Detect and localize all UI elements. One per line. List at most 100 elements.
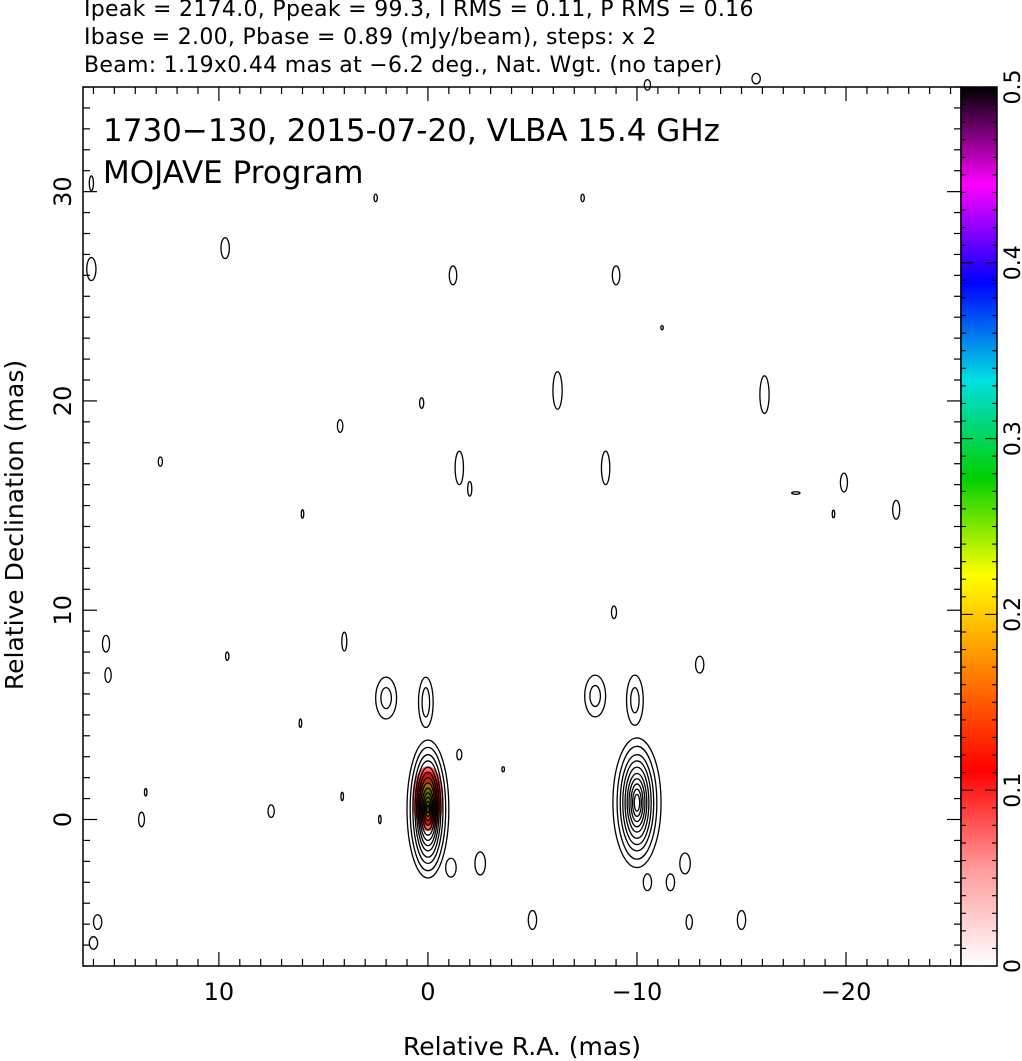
twin-image-contour <box>630 783 644 823</box>
x-tick-label: 10 <box>204 978 235 1006</box>
blob-contour <box>224 651 230 662</box>
core-contour <box>417 771 439 847</box>
core-contour <box>424 800 431 818</box>
blob-contour <box>375 676 398 720</box>
blob-contour <box>759 375 770 415</box>
blob-contour <box>418 397 425 409</box>
blob-contour <box>220 237 230 260</box>
blob-contour <box>104 667 112 684</box>
colorbar-tick-label: 0.4 <box>1001 245 1022 280</box>
blob-contour <box>300 509 305 519</box>
header-line-3: Beam: 1.19x0.44 mas at −6.2 deg., Nat. W… <box>84 53 723 78</box>
y-tick-label: 20 <box>49 386 77 417</box>
blob-contour <box>600 450 611 486</box>
blob-contour <box>552 371 563 410</box>
blob-contour <box>88 936 99 950</box>
header-line-1: Ipeak = 2174.0, Ppeak = 99.3, I RMS = 0.… <box>84 0 754 22</box>
twin-image-contour <box>628 778 646 828</box>
blob-contour <box>474 851 487 876</box>
blob-contour <box>298 718 303 729</box>
blob-contour <box>466 480 473 497</box>
blob-contour <box>336 419 344 433</box>
map-title: 1730−130, 2015-07-20, VLBA 15.4 GHz <box>103 113 720 149</box>
blob-contour <box>643 79 652 91</box>
core-contour <box>419 782 436 836</box>
blob-contour <box>421 687 431 718</box>
core-contour <box>421 787 435 831</box>
blob-contour <box>373 193 378 203</box>
y-axis-label: Relative Declination (mas) <box>0 360 29 690</box>
blob-contour <box>454 450 465 486</box>
blob-contour <box>694 655 705 674</box>
x-tick-label: −20 <box>821 978 872 1006</box>
colorbar-tick-label: 0 <box>1001 959 1022 973</box>
blob-contour <box>642 873 653 892</box>
blob-contour <box>380 687 392 710</box>
colorbar-tick-label: 0.2 <box>1001 597 1022 632</box>
blob-contour <box>831 509 836 519</box>
twin-image-contour <box>631 788 643 817</box>
core-contour <box>406 739 450 879</box>
blob-contour <box>527 909 538 931</box>
core-contour <box>426 804 430 814</box>
twin-image-contour <box>619 754 655 852</box>
colorbar-tick-label: 0.3 <box>1001 421 1022 456</box>
blob-contour <box>456 748 463 761</box>
core-contour <box>422 792 434 826</box>
x-axis-label: Relative R.A. (mas) <box>403 1032 641 1061</box>
blob-contour <box>685 914 694 931</box>
blob-contour <box>665 873 676 892</box>
header-line-2: Ibase = 2.00, Pbase = 0.89 (mJy/beam), s… <box>84 25 657 50</box>
blob-contour <box>157 456 164 467</box>
blob-contour <box>341 631 348 652</box>
blob-contour <box>630 687 640 714</box>
blob-contour <box>92 914 103 931</box>
blob-contour <box>137 811 146 828</box>
core-contour <box>418 777 438 842</box>
colorbar-tick-label: 0.1 <box>1001 773 1022 808</box>
blob-contour <box>340 791 345 802</box>
core-contour <box>415 766 440 852</box>
x-tick-label: −10 <box>612 978 663 1006</box>
blob-contour <box>610 605 618 620</box>
core-contour <box>409 746 447 872</box>
core-contour <box>412 754 444 865</box>
map-subtitle: MOJAVE Program <box>103 155 363 191</box>
blob-contour <box>267 804 275 819</box>
blob-contour <box>448 265 458 286</box>
core-contour <box>414 760 442 858</box>
blob-contour <box>891 499 901 520</box>
twin-image-contour <box>624 766 650 839</box>
core-contour <box>423 796 433 822</box>
blob-contour <box>791 491 801 495</box>
blob-contour <box>501 766 506 773</box>
axes-layer: 10 0 −10 −20 0 10 20 30 <box>49 86 961 1006</box>
blob-contour <box>679 852 691 875</box>
blob-contour <box>143 787 148 797</box>
twin-image-contour <box>612 737 662 869</box>
blob-contour <box>377 814 382 825</box>
plot-frame <box>82 86 962 967</box>
colorbar-tick-label: 0.5 <box>1001 70 1022 105</box>
y-tick-label: 10 <box>49 595 77 626</box>
blob-contour <box>736 909 747 931</box>
blob-contour <box>589 684 602 708</box>
blob-contour <box>88 175 95 192</box>
blob-contour <box>101 634 111 653</box>
y-tick-label: 0 <box>49 812 77 827</box>
x-tick-label: 0 <box>420 978 435 1006</box>
colorbar <box>960 86 998 967</box>
blob-contour <box>660 324 664 331</box>
y-tick-label: 30 <box>49 176 77 207</box>
blob-contour <box>839 472 849 493</box>
twin-image-contour <box>633 793 641 812</box>
contour-layer <box>86 72 901 950</box>
blob-contour <box>417 676 434 729</box>
blob-contour <box>86 256 97 282</box>
blob-contour <box>625 674 644 726</box>
blob-contour <box>751 72 761 85</box>
twin-image-contour <box>616 745 658 860</box>
blob-contour <box>611 265 621 286</box>
blob-contour <box>445 857 457 878</box>
